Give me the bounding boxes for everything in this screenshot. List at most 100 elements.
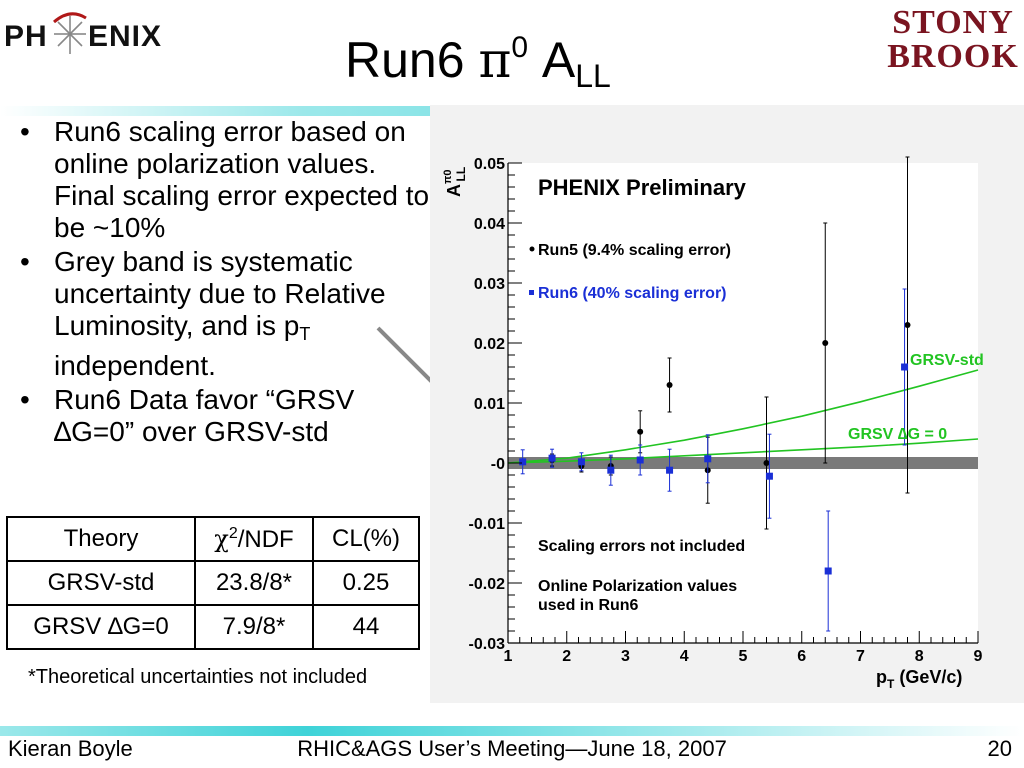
title-a: A [528, 32, 576, 88]
x-tick-label: 7 [856, 648, 865, 665]
xlabel-rest: (GeV/c) [894, 667, 962, 687]
bullet-text: Grey band is systematic uncertainty due … [54, 246, 386, 341]
annotation-scaling: Scaling errors not included [538, 538, 745, 555]
legend-marker-run5 [529, 246, 535, 252]
x-tick-label: 5 [739, 648, 748, 665]
legend-entry-run5: Run5 (9.4% scaling error) [538, 242, 731, 259]
table-header-row: Theory χ2/NDF CL(%) [6, 516, 420, 562]
data-point-run5 [666, 382, 673, 388]
ylabel-sub: LL [454, 167, 468, 182]
phenix-logo-text-right: ENIX [88, 20, 163, 53]
y-tick-label: -0.02 [469, 576, 506, 593]
table-row: GRSV ∆G=0 7.9/8* 44 [6, 604, 420, 650]
annotation-polarization: Online Polarization values used in Run6 [538, 578, 737, 614]
xlabel-main: p [876, 667, 887, 687]
title-sub: LL [575, 58, 611, 94]
ylabel-main: A [444, 184, 464, 197]
cell-theory: GRSV-std [6, 560, 196, 606]
data-point-run6 [636, 456, 644, 464]
bullet-sub: T [299, 324, 311, 344]
bullet-item: • Run6 Data favor “GRSV ∆G=0” over GRSV-s… [20, 384, 355, 447]
data-point-run6 [765, 472, 773, 480]
bullet-text: Run6 scaling error based on online polar… [54, 116, 430, 243]
phenix-logo-text-left: PH [4, 20, 48, 53]
systematic-band [508, 457, 978, 469]
bullet-text: Run6 Data favor “GRSV ∆G=0” over GRSV-st… [54, 384, 355, 447]
footer-meeting: RHIC&AGS User’s Meeting—June 18, 2007 [297, 736, 727, 761]
bullet-text-after: independent. [54, 350, 216, 381]
x-tick-label: 6 [797, 648, 806, 665]
xlabel-sub: T [887, 677, 895, 691]
y-tick-label: 0.01 [474, 396, 505, 413]
chi-sup: 2 [228, 524, 238, 542]
svg-text:Aπ0LL: Aπ0LL [442, 167, 468, 197]
data-point-run5 [637, 428, 644, 435]
legend-marker-run6 [529, 290, 534, 295]
header-theory: Theory [6, 516, 196, 562]
data-point-run6 [607, 466, 615, 474]
footer-author: Kieran Boyle [8, 736, 133, 761]
x-axis-label: pT (GeV/c) [876, 667, 962, 691]
y-tick-label: 0.02 [474, 336, 505, 353]
data-point-run6 [704, 455, 712, 463]
data-point-run6 [548, 454, 556, 462]
phenix-bird-icon [53, 12, 87, 54]
data-point-run5 [763, 460, 770, 466]
cell-cl: 44 [312, 604, 420, 650]
stony-brook-line2: BROOK [887, 38, 1019, 75]
data-point-run6 [666, 466, 674, 474]
header-chi2: χ2/NDF [194, 516, 314, 562]
cell-chi: 23.8/8* [194, 560, 314, 606]
y-tick-label: 0.04 [474, 216, 505, 233]
table-row: GRSV-std 23.8/8* 0.25 [6, 560, 420, 606]
x-tick-label: 1 [504, 648, 513, 665]
stony-brook-line1: STONY [892, 4, 1014, 41]
y-tick-label: 0.05 [474, 156, 505, 173]
curve-label-grsv-std: GRSV-std [910, 352, 984, 369]
bullet-list: • Run6 scaling error based on online pola… [20, 116, 430, 450]
legend-entry-run6: Run6 (40% scaling error) [538, 285, 727, 302]
chi-rest: /NDF [237, 525, 294, 553]
y-tick-label: 0.03 [474, 276, 505, 293]
y-tick-label: -0 [491, 456, 505, 473]
title-sup: 0 [511, 31, 528, 64]
plot-area [508, 163, 978, 643]
chart-title: PHENIX Preliminary [538, 175, 747, 200]
x-tick-label: 8 [915, 648, 924, 665]
data-point-run6 [577, 458, 585, 466]
data-point-run6 [519, 458, 527, 466]
stony-brook-logo: STONY BROOK [886, 4, 1020, 75]
bottom-divider-bar [0, 726, 1024, 736]
data-point-run6 [901, 363, 909, 371]
asymmetry-plot: 1 2 3 4 5 6 7 8 9 -0.03 -0.02 -0.01 -0 0.01 0.02 0.03 0.… [430, 105, 1024, 703]
theory-curve-0 [507, 369, 979, 464]
chi2-table: Theory χ2/NDF CL(%) GRSV-std 23.8/8* 0.2… [6, 516, 420, 650]
y-tick-label: -0.03 [469, 636, 506, 653]
x-tick-label: 9 [974, 648, 983, 665]
cell-cl: 0.25 [312, 560, 420, 606]
x-tick-label: 4 [680, 648, 689, 665]
data-point-run5 [822, 340, 829, 346]
phenix-logo: PH ENIX [4, 12, 174, 64]
bullet-item: • Run6 scaling error based on online pola… [20, 116, 430, 243]
bullet-item: • Grey band is systematic uncertainty due… [20, 246, 386, 381]
header-cl: CL(%) [312, 516, 420, 562]
slide-title: Run6 π0 ALL [345, 18, 611, 106]
legend: Run5 (9.4% scaling error) Run6 (40% scal… [529, 242, 731, 302]
theory-curve-1 [507, 438, 979, 464]
cell-chi: 7.9/8* [194, 604, 314, 650]
x-tick-label: 3 [621, 648, 630, 665]
ylabel-sup: π0 [442, 169, 454, 184]
title-main: Run6 [345, 32, 479, 88]
cell-theory: GRSV ∆G=0 [6, 604, 196, 650]
title-pi: π [478, 31, 512, 89]
chi-symbol: χ [214, 524, 229, 553]
footnote: *Theoretical uncertainties not included [28, 666, 368, 688]
curve-label-grsv-dg0: GRSV ∆G = 0 [848, 426, 947, 443]
y-axis-label: Aπ0LL [442, 167, 468, 197]
data-point-run6 [824, 567, 832, 575]
footer-page-number: 20 [987, 736, 1012, 761]
data-point-run5 [904, 322, 911, 328]
x-tick-label: 2 [562, 648, 571, 665]
y-tick-label: -0.01 [469, 516, 506, 533]
